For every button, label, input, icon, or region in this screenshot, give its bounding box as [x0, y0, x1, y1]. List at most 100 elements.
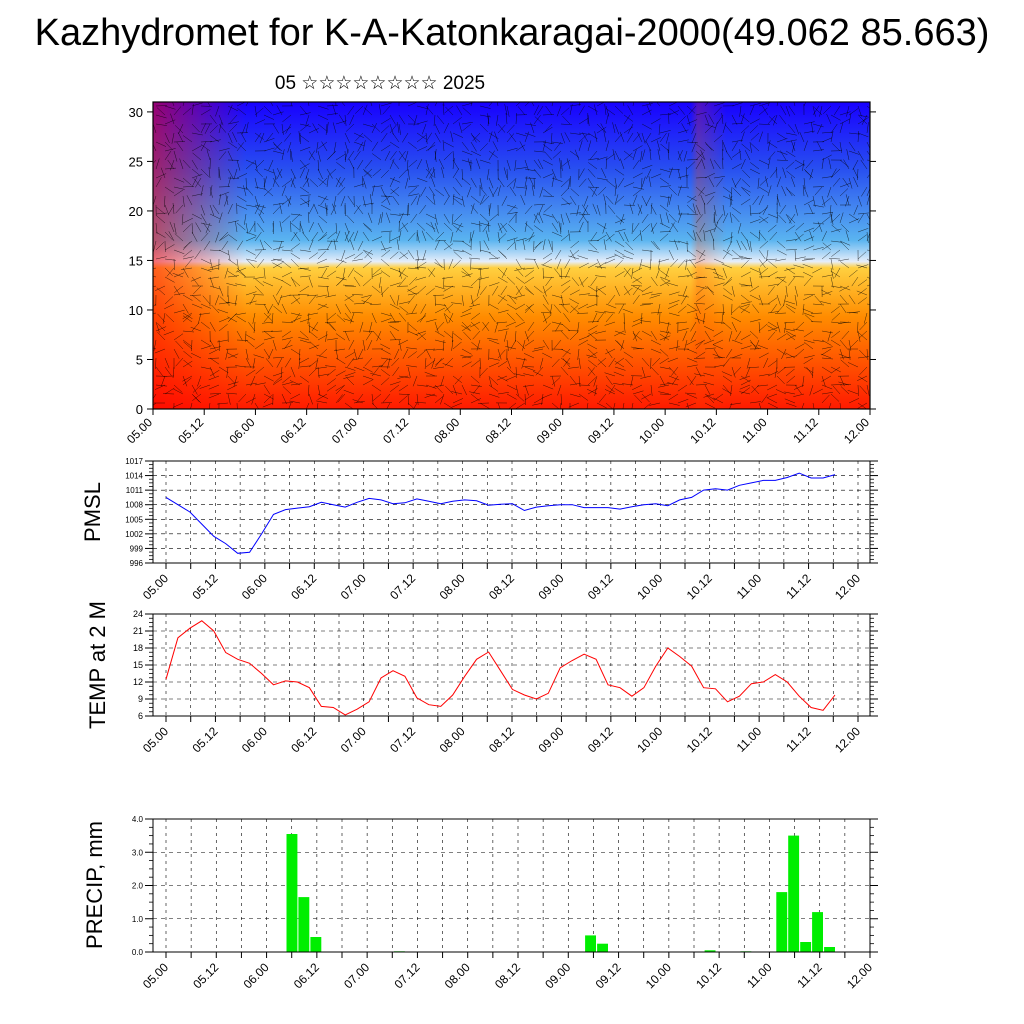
wind-barb: [288, 402, 292, 409]
wind-barb: [695, 177, 708, 179]
wind-barb: [765, 176, 769, 188]
wind-barb: [254, 402, 259, 409]
wind-barb: [803, 140, 808, 152]
wind-barb: [348, 339, 355, 350]
wind-barb: [686, 364, 698, 368]
wind-barb: [690, 321, 697, 332]
wind-barb: [587, 285, 598, 293]
wind-barb: [542, 339, 550, 350]
wind-barb: [488, 339, 500, 345]
wind-barb: [308, 128, 320, 134]
wind-barb: [407, 289, 418, 296]
wind-barb: [226, 301, 238, 305]
wind-barb: [335, 258, 347, 263]
wind-barb: [811, 122, 814, 134]
wind-barb: [496, 321, 508, 324]
wind-barb: [276, 168, 283, 179]
wind-barb: [614, 366, 626, 371]
wind-barb: [821, 230, 828, 242]
wind-barb: [270, 102, 274, 107]
wind-barb: [761, 393, 769, 404]
wind-barb: [410, 195, 418, 206]
wind-barb: [175, 357, 184, 367]
wind-barb: [335, 357, 346, 365]
wind-barb: [380, 357, 392, 360]
wind-barb: [353, 204, 361, 215]
wind-barb: [551, 377, 561, 386]
wind-barb: [389, 294, 396, 305]
wind-barb: [564, 258, 571, 269]
wind-barb: [452, 186, 461, 196]
wind-barb: [641, 195, 648, 207]
wind-barb: [308, 150, 316, 161]
wind-barb: [857, 228, 869, 233]
wind-barb: [859, 349, 868, 359]
wind-barb: [563, 313, 571, 323]
wind-barb: [713, 267, 720, 278]
wind-barb: [791, 140, 796, 152]
wind-barb: [587, 140, 592, 152]
wind-barb: [407, 285, 418, 292]
wind-barb: [218, 194, 221, 206]
wind-barb: [829, 204, 832, 217]
wind-barb: [290, 102, 293, 107]
wind-barb: [399, 251, 409, 260]
wind-barb: [831, 143, 841, 152]
wind-barb: [245, 330, 247, 343]
wind-barb: [758, 321, 761, 334]
wind-barb: [506, 237, 518, 242]
wind-barb: [641, 224, 650, 233]
wind-barb: [164, 105, 176, 110]
wind-barb: [821, 394, 830, 404]
wind-barb: [448, 258, 454, 270]
wind-barb: [794, 163, 805, 170]
wind-barb: [515, 312, 524, 322]
wind-barb: [416, 105, 428, 110]
wind-barb: [355, 105, 364, 114]
wind-barb: [255, 366, 265, 375]
wind-barb: [568, 230, 571, 242]
wind-barb: [365, 330, 373, 341]
wind-barb: [839, 356, 852, 359]
precip-bar: [788, 835, 800, 952]
wind-barb: [492, 141, 499, 152]
wind-barb: [316, 258, 328, 264]
wind-barb: [364, 250, 373, 260]
wind-barb: [347, 357, 355, 367]
wind-barb: [218, 212, 223, 224]
wind-barb: [335, 260, 345, 269]
wind-barb: [587, 168, 596, 178]
wind-barb: [352, 357, 364, 361]
wind-barb: [515, 167, 527, 170]
wind-barb: [831, 312, 841, 321]
wind-barb: [398, 230, 402, 242]
wind-barb: [191, 104, 194, 116]
wind-barb: [182, 177, 192, 186]
wind-barb: [183, 350, 193, 359]
wind-barb: [362, 330, 375, 332]
wind-barb: [668, 110, 680, 116]
wind-barb: [164, 387, 175, 395]
wind-barb: [386, 212, 391, 224]
temperature-series-line: [165, 620, 836, 716]
wind-barb: [332, 203, 337, 215]
wind-barb: [830, 339, 841, 347]
wind-barb: [605, 233, 615, 242]
wind-barb: [645, 195, 652, 206]
wind-barb: [603, 239, 607, 251]
wind-barb: [402, 348, 409, 359]
wind-barb: [305, 168, 310, 180]
wind-barb: [614, 357, 625, 365]
x-tick-label: 11.12: [783, 724, 814, 755]
wind-barb: [650, 202, 653, 215]
wind-barb: [389, 158, 395, 170]
wind-barb: [398, 312, 407, 322]
wind-barb: [596, 402, 607, 409]
wind-barb: [407, 267, 420, 270]
wind-barb: [173, 249, 185, 255]
wind-barb: [482, 222, 490, 233]
wind-barb: [551, 321, 563, 325]
